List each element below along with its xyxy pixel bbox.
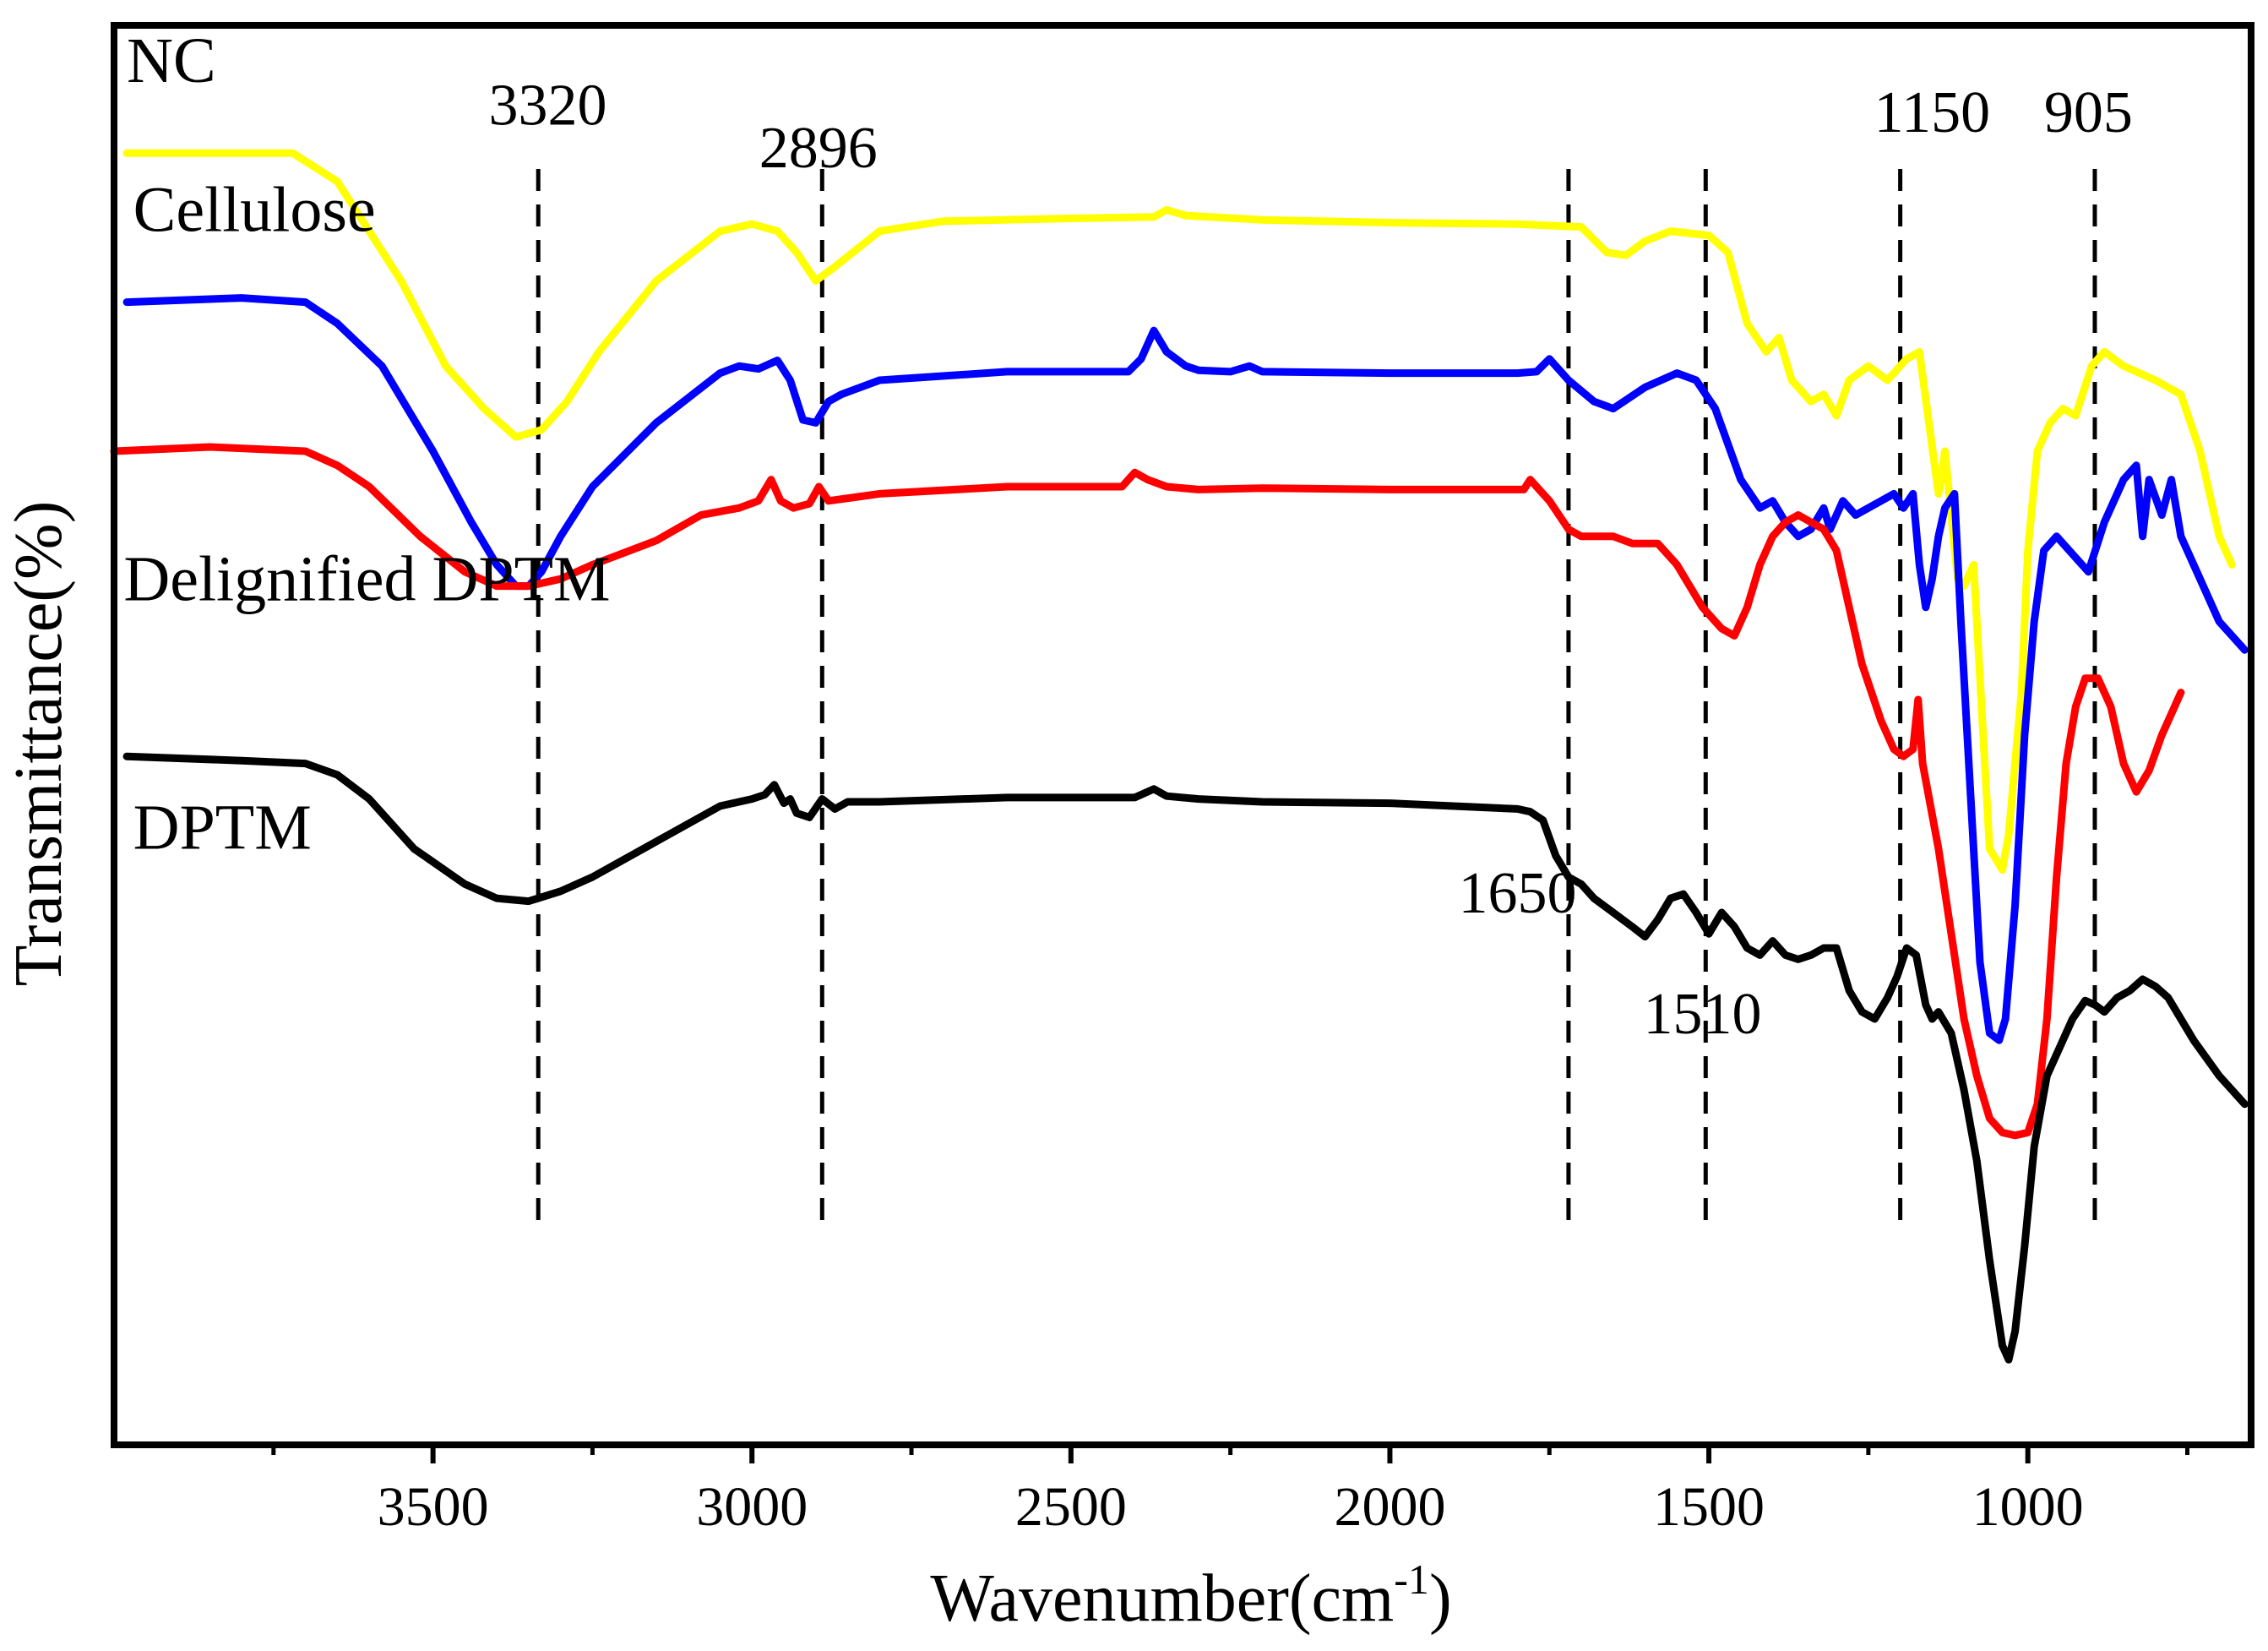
series-line-cellulose bbox=[122, 294, 2249, 1044]
labels-layer: NC Cellulose Delignified DPTM DPTM 3320 2896 1… bbox=[123, 25, 2133, 1047]
plot-frame bbox=[111, 22, 2254, 1448]
x-tick-label: 2000 bbox=[1334, 1476, 1445, 1538]
series-label: Delignified DPTM bbox=[123, 543, 610, 614]
x-axis-title-sup: -1 bbox=[1394, 1556, 1429, 1603]
series-line-delignified-dptm bbox=[110, 443, 2185, 1140]
series-line-nc bbox=[122, 149, 2236, 875]
series-line-dptm bbox=[122, 752, 2249, 1364]
peak-label: 1650 bbox=[1458, 861, 1576, 926]
series-label: Cellulose bbox=[133, 175, 376, 246]
x-tick-label: 3000 bbox=[696, 1476, 808, 1538]
x-tick-label: 1500 bbox=[1653, 1476, 1765, 1538]
x-tick-label: 1000 bbox=[1972, 1476, 2084, 1538]
series-layer bbox=[110, 149, 2249, 1364]
peak-label: 3320 bbox=[489, 74, 607, 139]
peak-label: 2896 bbox=[759, 116, 878, 181]
peak-label: 1150 bbox=[1874, 80, 1990, 145]
peak-label: 1510 bbox=[1644, 982, 1762, 1047]
reference-lines bbox=[536, 169, 2097, 1234]
axes: 3500 3000 2500 2000 1500 1000 Wavenumber(cm-1)… bbox=[2, 22, 2254, 1636]
y-axis-title: Transmittance(%) bbox=[2, 501, 76, 987]
series-label: DPTM bbox=[133, 792, 312, 863]
x-axis-title: Wavenumber(cm-1) bbox=[930, 1556, 1451, 1636]
x-axis-title-main: Wavenumber(cm bbox=[930, 1561, 1394, 1636]
x-tick-label: 3500 bbox=[378, 1476, 489, 1538]
x-axis-title-suffix: ) bbox=[1429, 1561, 1452, 1636]
x-tick-label: 2500 bbox=[1015, 1476, 1127, 1538]
series-label: NC bbox=[127, 25, 216, 96]
peak-label: 905 bbox=[2044, 80, 2133, 145]
